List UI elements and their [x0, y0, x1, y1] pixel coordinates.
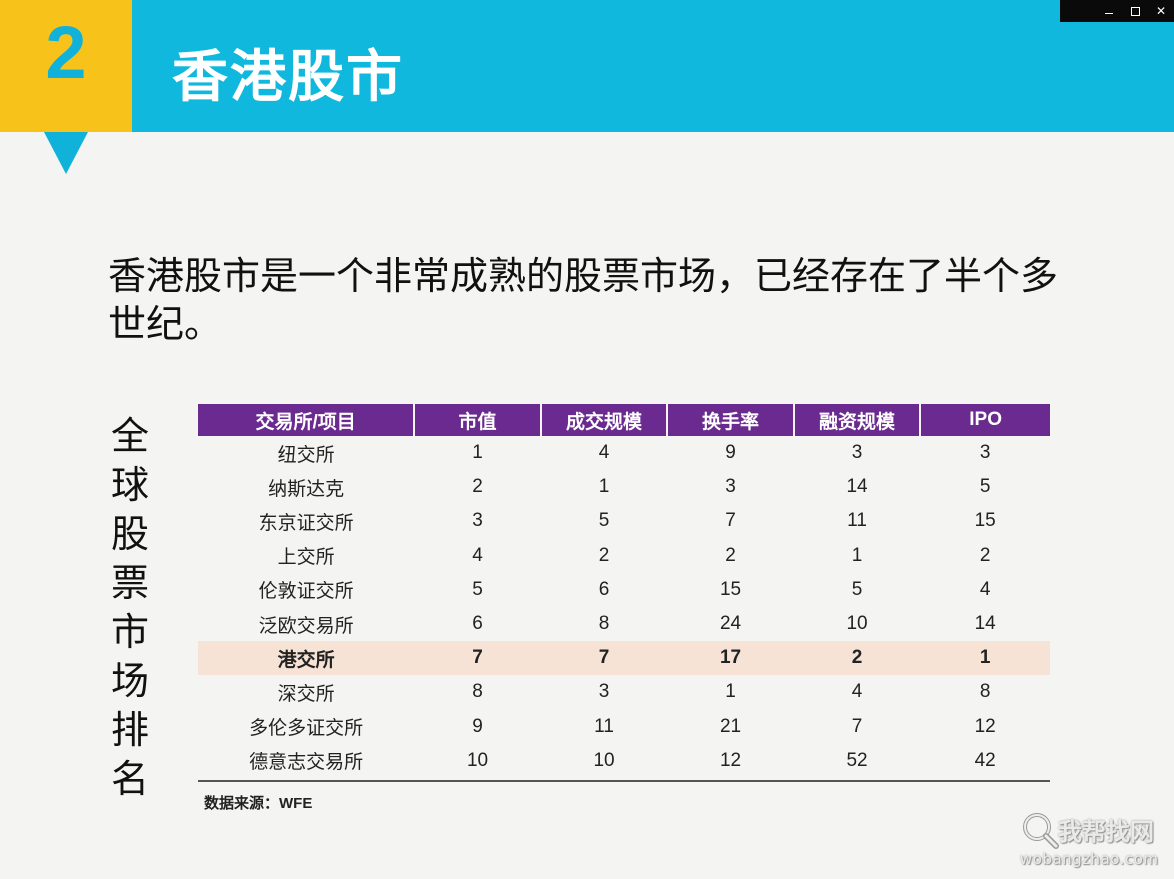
rank-cell: 5	[979, 476, 991, 498]
watermark-logo: 我帮找网 wobangzhao.com	[1018, 808, 1168, 872]
rank-cell: 5	[851, 578, 863, 600]
table-row: 东京证交所 3 5 7 11 15	[198, 504, 1050, 538]
side-label: 全球股票市场排名	[110, 414, 149, 801]
rank-cell: 24	[719, 613, 742, 635]
rank-cell: 3	[472, 510, 483, 532]
window-controls: ✕	[1060, 0, 1174, 22]
rank-cell: 1	[598, 476, 610, 498]
rank-cell: 11	[847, 510, 867, 532]
rank-cell: 10	[466, 749, 489, 771]
ranking-table: 交易所/项目 市值 成交规模 换手率 融资规模 IPO 纽交所 1 4 9 3 3 纳斯达克…	[198, 404, 1050, 782]
rank-cell: 14	[846, 476, 868, 498]
rank-cell: 3	[851, 442, 863, 464]
watermark-text-en: wobangzhao.com	[1020, 850, 1159, 868]
rank-cell: 2	[793, 641, 921, 676]
column-header: 融资规模	[793, 404, 922, 436]
rank-cell: 8	[979, 681, 991, 703]
rank-cell: 7	[851, 715, 863, 737]
rank-cell: 4	[979, 578, 991, 600]
close-button[interactable]: ✕	[1148, 2, 1174, 20]
exchange-name-cell: 港交所	[198, 641, 415, 676]
rank-cell: 4	[598, 442, 610, 464]
rank-cell: 7	[725, 510, 736, 532]
rank-cell: 12	[974, 715, 996, 737]
rank-cell: 2	[472, 476, 483, 498]
maximize-icon	[1130, 6, 1140, 16]
table-row: 纽交所 1 4 9 3 3	[198, 436, 1050, 470]
rank-cell: 1	[472, 442, 483, 464]
table-row: 深交所 8 3 1 4 8	[198, 675, 1050, 709]
rank-cell: 4	[472, 544, 483, 566]
section-number: 2	[45, 11, 87, 94]
column-header: 成交规模	[540, 404, 669, 436]
rank-cell: 6	[472, 613, 483, 635]
rank-cell: 42	[974, 749, 996, 771]
rank-cell: 52	[846, 749, 868, 771]
column-header: 市值	[414, 404, 542, 436]
rank-cell: 15	[974, 510, 996, 532]
rank-cell: 3	[598, 681, 610, 703]
table-row: 德意志交易所 10 10 12 52 42	[198, 744, 1050, 778]
maximize-button[interactable]	[1122, 2, 1148, 20]
rank-cell: 7	[414, 641, 541, 676]
rank-cell: 3	[979, 442, 991, 464]
table-row: 港交所 7 7 17 2 1	[198, 641, 1050, 676]
exchange-name-cell: 深交所	[277, 683, 335, 705]
rank-cell: 15	[719, 578, 742, 600]
rank-cell: 1	[725, 681, 736, 703]
rank-cell: 8	[598, 613, 610, 635]
rank-cell: 12	[719, 749, 742, 771]
rank-cell: 11	[594, 715, 614, 737]
exchange-name-cell: 东京证交所	[258, 512, 354, 534]
close-icon: ✕	[1155, 4, 1167, 18]
header-band-right	[1060, 22, 1174, 132]
section-number-box	[0, 0, 132, 132]
rank-cell: 17	[667, 641, 794, 676]
exchange-name-cell: 上交所	[277, 547, 335, 569]
rank-cell: 3	[725, 476, 736, 498]
minimize-button[interactable]	[1096, 2, 1122, 20]
rank-cell: 14	[974, 613, 996, 635]
table-row: 上交所 4 2 2 1 2	[198, 539, 1050, 573]
page-title: 香港股市	[172, 45, 404, 110]
exchange-name-cell: 纳斯达克	[268, 478, 345, 500]
table-header-row: 交易所/项目 市值 成交规模 换手率 融资规模 IPO	[198, 404, 1050, 436]
rank-cell: 2	[979, 544, 991, 566]
exchange-name-cell: 德意志交易所	[249, 752, 364, 774]
header-band	[132, 0, 1060, 132]
rank-cell: 5	[472, 578, 483, 600]
rank-cell: 7	[540, 641, 668, 676]
rank-cell: 2	[725, 544, 736, 566]
rank-cell: 1	[920, 641, 1050, 676]
column-header: IPO	[920, 404, 1050, 436]
table-row: 纳斯达克 2 1 3 14 5	[198, 470, 1050, 504]
rank-cell: 21	[719, 715, 742, 737]
magnifier-icon	[1023, 813, 1059, 849]
rank-cell: 9	[725, 442, 736, 464]
rank-cell: 9	[472, 715, 483, 737]
table-row: 伦敦证交所 5 6 15 5 4	[198, 573, 1050, 607]
watermark-text-cn: 我帮找网	[1058, 818, 1154, 846]
table-row: 泛欧交易所 6 8 24 10 14	[198, 607, 1050, 641]
exchange-name-cell: 纽交所	[277, 444, 335, 466]
minimize-icon	[1105, 12, 1113, 14]
column-header: 换手率	[667, 404, 795, 436]
exchange-name-cell: 多伦多证交所	[249, 718, 364, 740]
column-header: 交易所/项目	[198, 404, 416, 436]
data-source-note: 数据来源：WFE	[204, 795, 313, 812]
exchange-name-cell: 泛欧交易所	[258, 615, 354, 637]
rank-cell: 6	[598, 578, 610, 600]
rank-cell: 10	[593, 749, 615, 771]
table-bottom-rule	[198, 779, 1050, 782]
header-pointer-arrow	[44, 132, 88, 174]
rank-cell: 2	[598, 544, 610, 566]
table-row: 多伦多证交所 9 11 21 7 12	[198, 710, 1050, 744]
rank-cell: 5	[598, 510, 610, 532]
rank-cell: 1	[851, 544, 863, 566]
exchange-name-cell: 伦敦证交所	[258, 581, 354, 603]
rank-cell: 4	[851, 681, 863, 703]
intro-text: 香港股市是一个非常成熟的股票市场，已经存在了半个多世纪。	[108, 254, 1059, 346]
rank-cell: 8	[472, 681, 483, 703]
rank-cell: 10	[846, 613, 868, 635]
